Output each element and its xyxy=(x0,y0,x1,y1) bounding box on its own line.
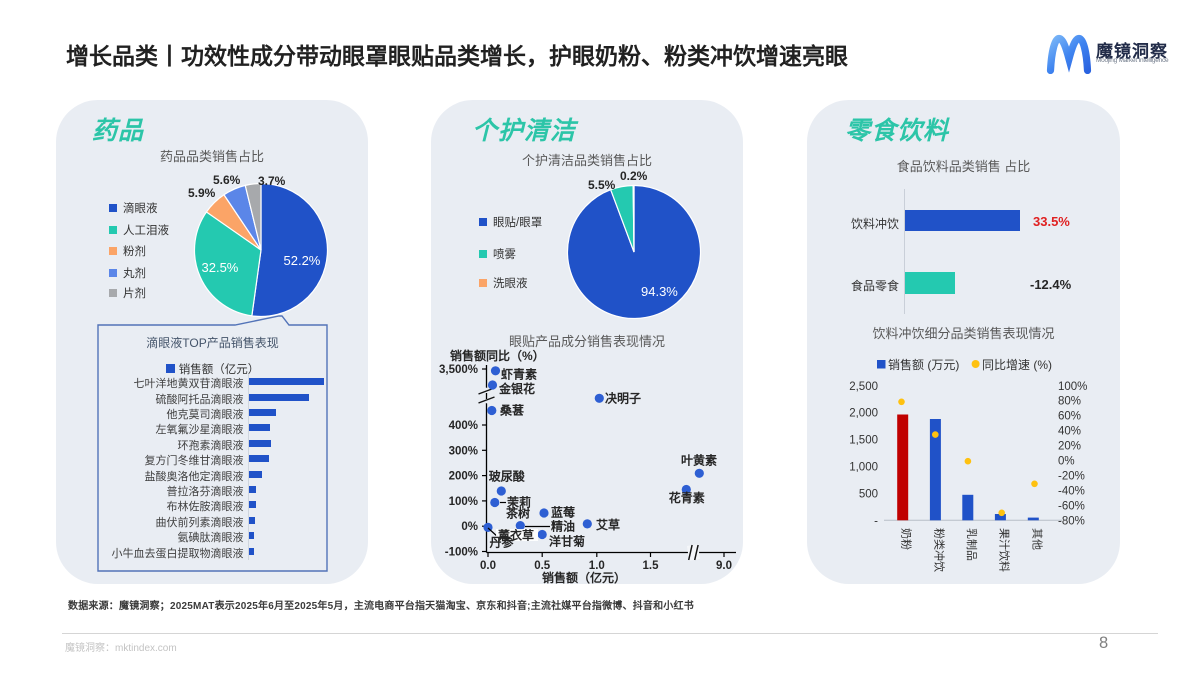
svg-text:200%: 200% xyxy=(449,471,478,483)
svg-text:2,000: 2,000 xyxy=(849,408,878,420)
svg-text:2,500: 2,500 xyxy=(849,381,878,393)
svg-text:销售额同比（%）: 销售额同比（%） xyxy=(450,348,545,363)
svg-text:虾青素: 虾青素 xyxy=(501,367,537,382)
svg-text:0%: 0% xyxy=(1058,456,1075,468)
svg-text:玻尿酸: 玻尿酸 xyxy=(489,469,526,484)
svg-text:20%: 20% xyxy=(1058,441,1081,453)
svg-text:100%: 100% xyxy=(449,496,478,508)
svg-text:80%: 80% xyxy=(1058,396,1081,408)
svg-text:洋甘菊: 洋甘菊 xyxy=(549,534,585,549)
svg-text:-20%: -20% xyxy=(1058,470,1085,482)
svg-text:丹参: 丹参 xyxy=(490,535,515,550)
svg-text:1,000: 1,000 xyxy=(849,462,878,474)
svg-text:薰衣草: 薰衣草 xyxy=(498,528,534,543)
svg-text:精油: 精油 xyxy=(551,519,575,534)
svg-text:100%: 100% xyxy=(1058,381,1087,393)
svg-text:叶黄素: 叶黄素 xyxy=(681,453,717,468)
svg-text:9.0: 9.0 xyxy=(716,560,732,572)
svg-text:艾草: 艾草 xyxy=(596,517,620,532)
svg-text:60%: 60% xyxy=(1058,411,1081,423)
svg-text:同比增速 (%): 同比增速 (%) xyxy=(982,358,1052,372)
svg-text:蓝莓: 蓝莓 xyxy=(551,505,575,520)
svg-text:决明子: 决明子 xyxy=(605,390,641,405)
svg-text:0.5: 0.5 xyxy=(534,560,551,572)
svg-text:3,500%: 3,500% xyxy=(439,364,478,376)
svg-text:1,500: 1,500 xyxy=(849,435,878,447)
svg-text:1.0: 1.0 xyxy=(589,560,605,572)
svg-text:茶树: 茶树 xyxy=(505,506,530,521)
svg-text:-80%: -80% xyxy=(1058,515,1085,527)
svg-text:销售额 (万元): 销售额 (万元) xyxy=(888,357,959,372)
svg-text:桑葚: 桑葚 xyxy=(500,403,524,418)
svg-text:奶粉: 奶粉 xyxy=(900,528,914,550)
svg-text:0.0: 0.0 xyxy=(480,560,496,572)
svg-text:-: - xyxy=(874,515,878,527)
svg-text:300%: 300% xyxy=(449,445,478,457)
svg-text:-60%: -60% xyxy=(1058,500,1085,512)
svg-text:40%: 40% xyxy=(1058,426,1081,438)
svg-text:粉类冲饮: 粉类冲饮 xyxy=(932,528,946,572)
svg-text:茉莉: 茉莉 xyxy=(507,495,531,510)
svg-text:其他: 其他 xyxy=(1030,528,1043,550)
svg-text:乳制品: 乳制品 xyxy=(965,528,978,561)
svg-text:1.5: 1.5 xyxy=(643,560,660,572)
svg-text:果汁饮料: 果汁饮料 xyxy=(997,528,1011,572)
svg-text:-100%: -100% xyxy=(445,547,478,559)
svg-text:0%: 0% xyxy=(461,521,478,533)
svg-text:500: 500 xyxy=(859,488,878,500)
svg-text:花青素: 花青素 xyxy=(669,490,705,505)
svg-text:-40%: -40% xyxy=(1058,485,1085,497)
svg-text:销售额（亿元）: 销售额（亿元） xyxy=(542,570,626,585)
svg-text:400%: 400% xyxy=(449,420,478,432)
svg-text:金银花: 金银花 xyxy=(498,381,535,396)
